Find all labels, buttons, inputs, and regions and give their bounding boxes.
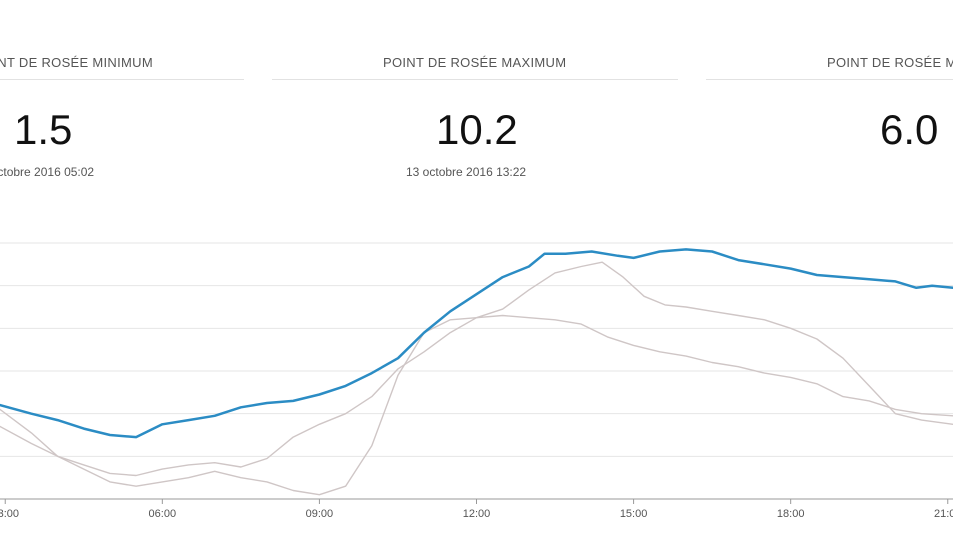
stat-divider-maximum bbox=[272, 79, 678, 80]
stat-value-average: 6.0 bbox=[880, 106, 939, 153]
x-tick-label: 21:00 bbox=[934, 508, 953, 520]
stat-date-maximum: 13 octobre 2016 13:22 bbox=[406, 165, 527, 179]
x-tick-label: 06:00 bbox=[149, 508, 177, 520]
stat-date-minimum: 13 octobre 2016 05:02 bbox=[0, 165, 95, 179]
stat-value-maximum: 10.2 bbox=[436, 106, 518, 153]
series-line-main bbox=[0, 248, 953, 439]
stat-divider-average bbox=[706, 79, 953, 80]
series-line-secondary-1 bbox=[0, 314, 953, 496]
x-tick-label: 03:00 bbox=[0, 508, 19, 520]
stat-value-minimum: 1.5 bbox=[14, 106, 73, 153]
stat-title-maximum: POINT DE ROSÉE MAXIMUM bbox=[383, 55, 567, 70]
stat-title-average: POINT DE ROSÉE MOYEN bbox=[827, 55, 953, 70]
x-tick-label: 15:00 bbox=[620, 508, 648, 520]
stat-divider-minimum bbox=[0, 79, 244, 80]
stat-title-minimum: POINT DE ROSÉE MINIMUM bbox=[0, 55, 153, 70]
series-line-secondary-2 bbox=[0, 261, 953, 477]
x-tick-label: 18:00 bbox=[777, 508, 805, 520]
x-tick-label: 09:00 bbox=[306, 508, 334, 520]
x-tick-label: 12:00 bbox=[463, 508, 491, 520]
